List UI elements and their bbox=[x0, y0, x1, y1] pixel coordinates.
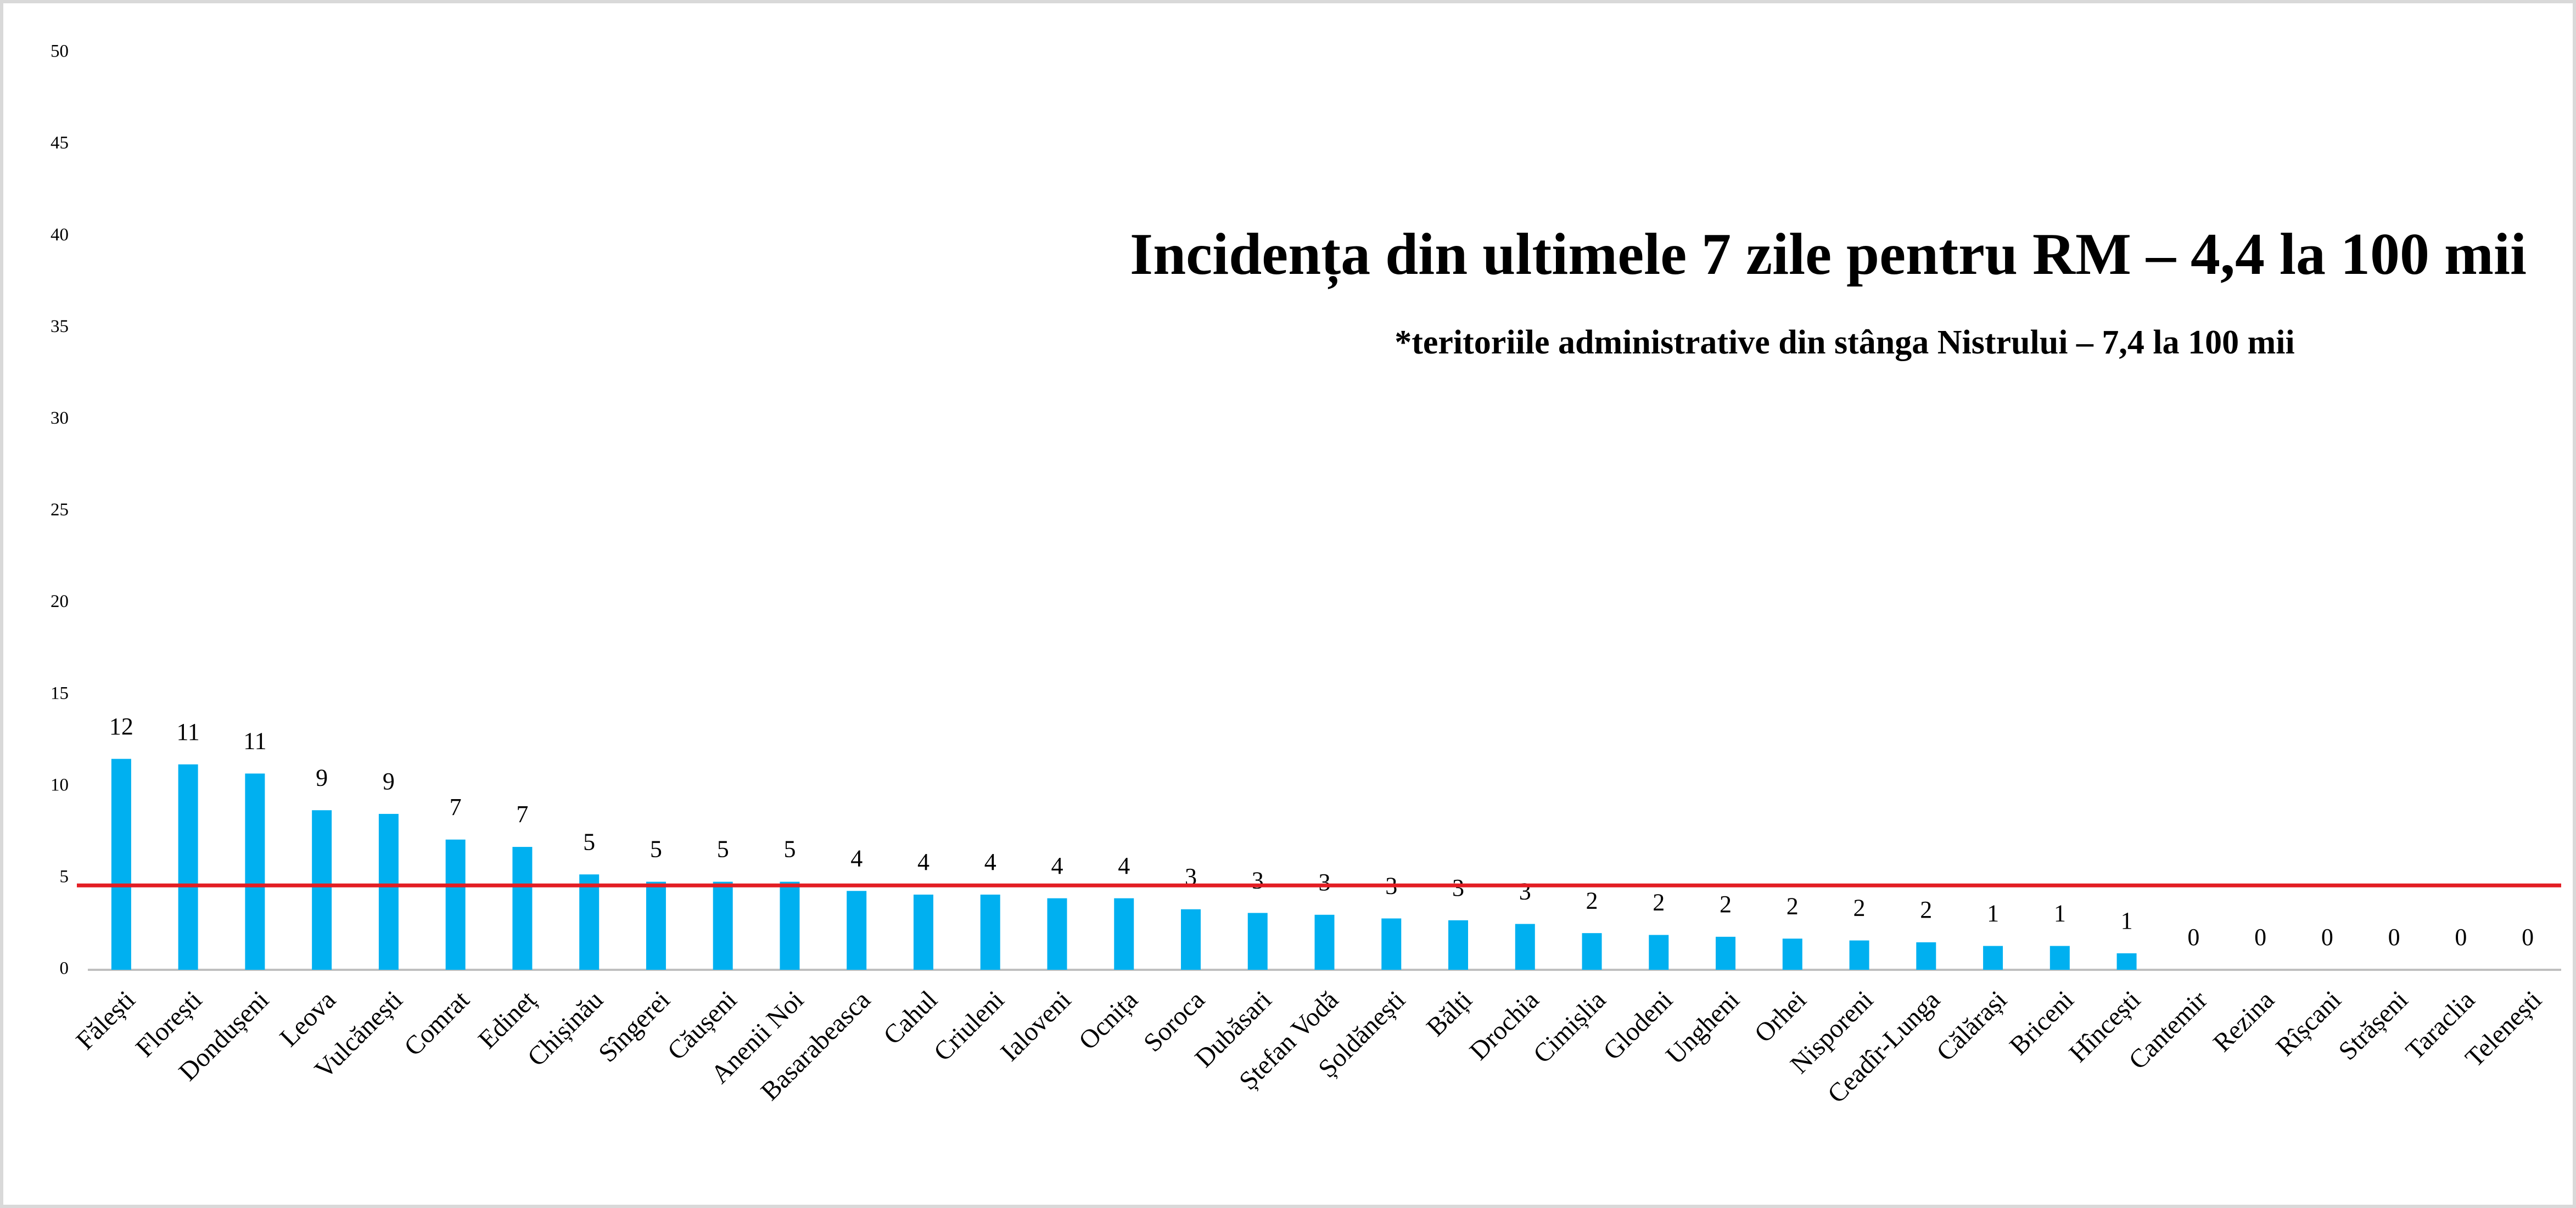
bar bbox=[1047, 898, 1067, 970]
bar bbox=[2116, 953, 2137, 970]
data-label: 2 bbox=[1787, 892, 1799, 919]
chart-title: Incidența din ultimele 7 zile pentru RM … bbox=[1130, 222, 2527, 289]
bar bbox=[445, 839, 466, 970]
bar bbox=[178, 764, 198, 970]
data-label: 0 bbox=[2187, 924, 2199, 951]
bar bbox=[1983, 946, 2003, 970]
y-tick-label: 40 bbox=[51, 225, 69, 245]
bar bbox=[111, 758, 131, 970]
data-label: 2 bbox=[1853, 895, 1866, 922]
data-label: 5 bbox=[783, 836, 796, 863]
data-label: 0 bbox=[2522, 924, 2534, 951]
bar bbox=[847, 891, 867, 970]
x-tick-label: Călărași bbox=[1931, 985, 2013, 1067]
data-label: 2 bbox=[1653, 889, 1665, 916]
bar bbox=[1180, 909, 1201, 970]
x-tick-label: Ocnița bbox=[1073, 985, 1144, 1055]
chart-subtitle: *teritoriile administrative din stânga N… bbox=[1395, 324, 2295, 361]
data-label: 0 bbox=[2254, 924, 2266, 951]
x-tick-label: Ungheni bbox=[1660, 985, 1745, 1070]
bar bbox=[980, 894, 1000, 970]
data-label: 1 bbox=[2054, 900, 2066, 927]
bar bbox=[1649, 935, 1669, 970]
y-tick-label: 35 bbox=[51, 317, 69, 336]
y-tick-label: 30 bbox=[51, 408, 69, 428]
bar bbox=[713, 881, 733, 970]
data-label: 4 bbox=[1118, 852, 1130, 879]
bar bbox=[1716, 936, 1736, 970]
x-tick-label: Comrat bbox=[399, 985, 475, 1062]
data-label: 4 bbox=[984, 849, 996, 875]
y-tick-label: 15 bbox=[51, 683, 69, 703]
data-label: 2 bbox=[1920, 896, 1932, 923]
data-label: 11 bbox=[176, 718, 199, 745]
data-label: 3 bbox=[1252, 867, 1264, 894]
bar bbox=[1916, 942, 1936, 970]
data-label: 0 bbox=[2455, 924, 2467, 951]
y-tick-label: 25 bbox=[51, 500, 69, 520]
data-label: 5 bbox=[717, 836, 729, 863]
data-label: 4 bbox=[850, 845, 863, 872]
x-tick-label: Orhei bbox=[1749, 985, 1812, 1048]
bar bbox=[646, 881, 666, 970]
bar bbox=[2049, 946, 2070, 970]
y-tick-label: 5 bbox=[60, 867, 69, 886]
data-label: 4 bbox=[1051, 852, 1063, 879]
data-label: 0 bbox=[2321, 924, 2333, 951]
bar bbox=[579, 874, 600, 970]
data-label: 5 bbox=[650, 836, 662, 863]
x-tick-label: Fălești bbox=[70, 985, 141, 1055]
data-label: 1 bbox=[1987, 900, 1999, 927]
bar bbox=[312, 810, 332, 970]
y-tick-label: 0 bbox=[60, 959, 69, 979]
bar bbox=[1381, 918, 1402, 970]
x-tick-label: Ialoveni bbox=[995, 985, 1077, 1067]
bar bbox=[780, 881, 800, 970]
data-label: 3 bbox=[1319, 869, 1331, 896]
y-tick-label: 20 bbox=[51, 592, 69, 611]
data-label: 2 bbox=[1586, 887, 1598, 914]
bar bbox=[378, 813, 399, 970]
x-tick-label: Strășeni bbox=[2333, 985, 2413, 1066]
data-label: 9 bbox=[316, 764, 328, 791]
data-label: 3 bbox=[1185, 863, 1197, 890]
y-tick-label: 45 bbox=[51, 133, 69, 153]
bar bbox=[512, 847, 533, 970]
x-tick-label: Rezina bbox=[2208, 985, 2280, 1058]
data-label: 1 bbox=[2121, 907, 2133, 934]
data-label: 12 bbox=[109, 713, 133, 740]
bar bbox=[1114, 898, 1134, 970]
x-tick-label: Criuleni bbox=[928, 985, 1010, 1067]
x-tick-label: Chișinău bbox=[522, 985, 609, 1072]
data-label: 5 bbox=[583, 828, 595, 855]
x-tick-label: Rîșcani bbox=[2270, 985, 2347, 1061]
x-tick-label: Cimișlia bbox=[1528, 985, 1612, 1069]
bar bbox=[1314, 914, 1335, 970]
y-tick-label: 50 bbox=[51, 42, 69, 61]
data-label: 3 bbox=[1452, 874, 1464, 901]
bar bbox=[1849, 940, 1869, 970]
bar bbox=[1247, 913, 1268, 970]
x-tick-label: Bălți bbox=[1421, 985, 1477, 1042]
data-label: 0 bbox=[2388, 924, 2400, 951]
bar bbox=[1782, 939, 1802, 970]
y-tick-label: 10 bbox=[51, 775, 69, 795]
data-label: 7 bbox=[516, 801, 528, 828]
bar bbox=[245, 773, 265, 970]
data-label: 7 bbox=[450, 794, 462, 821]
data-label: 3 bbox=[1519, 878, 1531, 905]
bar bbox=[1448, 920, 1469, 970]
bar bbox=[1515, 924, 1535, 970]
x-tick-label: Sîngerei bbox=[593, 985, 676, 1068]
data-label: 4 bbox=[917, 849, 929, 875]
bar bbox=[1582, 933, 1602, 970]
data-label: 11 bbox=[243, 727, 266, 754]
data-label: 9 bbox=[383, 768, 395, 795]
data-label: 2 bbox=[1720, 891, 1732, 918]
bar bbox=[913, 894, 933, 970]
